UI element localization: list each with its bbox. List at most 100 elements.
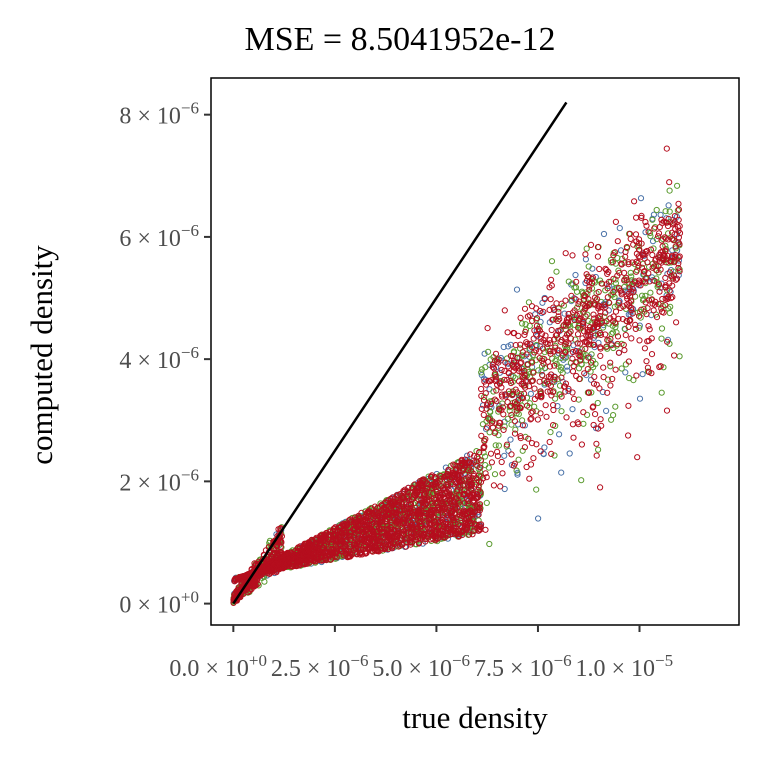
scatter-point xyxy=(548,276,555,283)
scatter-point xyxy=(563,331,571,338)
scatter-point xyxy=(676,266,683,273)
scatter-point xyxy=(423,521,430,528)
scatter-point xyxy=(659,220,666,227)
y-axis: 0 × 10+02 × 10−64 × 10−66 × 10−68 × 10−6 xyxy=(119,99,211,619)
scatter-point xyxy=(436,492,443,499)
scatter-point xyxy=(386,527,393,534)
scatter-point xyxy=(433,480,440,487)
scatter-point xyxy=(470,527,477,535)
scatter-point xyxy=(372,542,379,549)
scatter-point xyxy=(586,283,593,290)
scatter-point xyxy=(504,376,511,383)
scatter-point xyxy=(610,252,617,259)
scatter-point xyxy=(616,225,623,232)
scatter-point xyxy=(645,337,652,344)
scatter-point xyxy=(484,325,491,332)
scatter-point xyxy=(448,507,455,515)
scatter-point xyxy=(554,317,561,325)
scatter-point xyxy=(586,324,594,331)
scatter-point xyxy=(457,522,464,529)
scatter-point xyxy=(478,385,485,393)
scatter-point xyxy=(638,240,645,247)
scatter-point xyxy=(465,459,472,466)
scatter-point xyxy=(323,549,330,556)
scatter-point xyxy=(659,243,666,250)
scatter-point xyxy=(669,282,676,289)
scatter-point xyxy=(569,252,576,259)
scatter-point xyxy=(653,314,661,321)
scatter-point xyxy=(474,462,481,469)
tick-label: 1.0 × 10−5 xyxy=(575,651,673,682)
scatter-point xyxy=(527,416,534,423)
scatter-point xyxy=(558,393,565,400)
scatter-point xyxy=(622,369,629,376)
scatter-point xyxy=(675,216,682,223)
scatter-point xyxy=(340,522,347,529)
scatter-point xyxy=(509,390,516,397)
scatter-point xyxy=(607,335,614,343)
scatter-point xyxy=(425,473,432,480)
scatter-point xyxy=(627,269,634,276)
scatter-point xyxy=(663,145,670,152)
scatter-point xyxy=(508,411,515,419)
scatter-point xyxy=(382,545,389,552)
scatter-point xyxy=(536,348,543,355)
scatter-point xyxy=(528,344,536,351)
scatter-point xyxy=(412,536,419,544)
scatter-point xyxy=(498,366,505,374)
scatter-point xyxy=(564,363,571,370)
scatter-point xyxy=(534,393,541,400)
scatter-point xyxy=(501,423,508,430)
scatter-point xyxy=(251,579,258,586)
scatter-point xyxy=(666,269,673,276)
scatter-point xyxy=(592,301,599,308)
scatter-point xyxy=(354,536,361,543)
scatter-point xyxy=(385,545,392,553)
scatter-point xyxy=(421,496,428,503)
scatter-point xyxy=(582,256,590,263)
scatter-point xyxy=(552,344,559,351)
scatter-point xyxy=(342,538,349,545)
scatter-point xyxy=(594,399,601,407)
scatter-point xyxy=(419,481,426,488)
scatter-point xyxy=(272,557,279,564)
scatter-point xyxy=(428,515,435,522)
scatter-point xyxy=(414,488,421,495)
scatter-point xyxy=(514,404,521,411)
scatter-point xyxy=(297,547,304,555)
scatter-point xyxy=(495,422,502,429)
scatter-point xyxy=(602,304,609,311)
scatter-point xyxy=(604,337,611,344)
scatter-point xyxy=(565,310,572,318)
scatter-point xyxy=(671,213,679,220)
scatter-point xyxy=(593,440,600,447)
scatter-point xyxy=(525,299,533,306)
scatter-point xyxy=(658,335,665,342)
scatter-point xyxy=(665,230,672,237)
scatter-point xyxy=(501,367,508,374)
scatter-point xyxy=(517,405,524,412)
scatter-point xyxy=(675,260,682,267)
scatter-point xyxy=(500,343,507,351)
scatter-point xyxy=(597,484,604,491)
scatter-point xyxy=(578,441,586,448)
scatter-point xyxy=(603,281,610,288)
scatter-point xyxy=(615,349,623,356)
scatter-point xyxy=(544,340,551,348)
scatter-point xyxy=(533,315,541,322)
scatter-point xyxy=(603,407,610,414)
scatter-point xyxy=(375,510,382,517)
scatter-point xyxy=(614,340,621,348)
chart-title: MSE = 8.5041952e-12 xyxy=(245,21,556,58)
scatter-point xyxy=(533,322,541,329)
plot-panel xyxy=(210,77,740,626)
scatter-point xyxy=(669,252,676,259)
scatter-point xyxy=(573,372,580,380)
scatter-point xyxy=(264,564,271,571)
scatter-point xyxy=(531,327,538,334)
scatter-point xyxy=(584,366,591,373)
scatter-point xyxy=(374,531,381,538)
scatter-point xyxy=(374,504,381,511)
scatter-point xyxy=(625,259,632,266)
scatter-point xyxy=(392,527,399,534)
